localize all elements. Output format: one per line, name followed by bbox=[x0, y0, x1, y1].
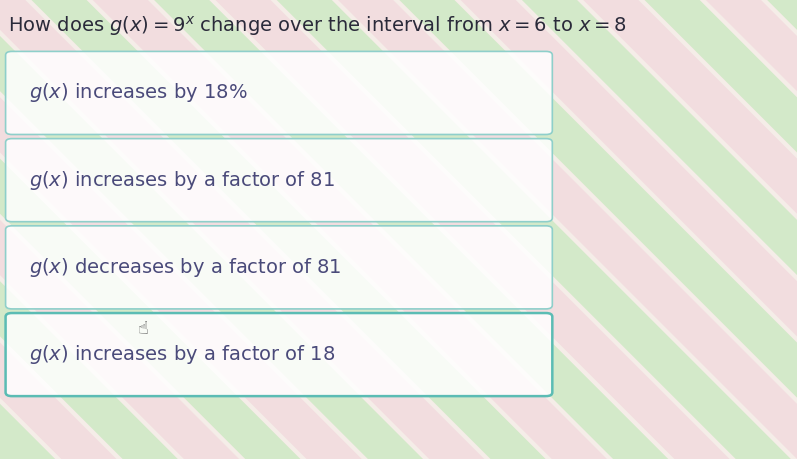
Polygon shape bbox=[0, 0, 423, 459]
Polygon shape bbox=[0, 0, 300, 459]
Polygon shape bbox=[0, 0, 485, 459]
Text: ☝: ☝ bbox=[138, 320, 149, 338]
Polygon shape bbox=[0, 0, 55, 459]
Polygon shape bbox=[154, 0, 668, 459]
Polygon shape bbox=[0, 0, 239, 459]
Polygon shape bbox=[338, 0, 797, 459]
Polygon shape bbox=[92, 0, 607, 459]
Polygon shape bbox=[0, 0, 116, 459]
Polygon shape bbox=[0, 0, 178, 459]
Polygon shape bbox=[277, 0, 791, 459]
FancyBboxPatch shape bbox=[6, 313, 552, 396]
FancyBboxPatch shape bbox=[6, 139, 552, 222]
Polygon shape bbox=[31, 0, 546, 459]
Text: $g(x)$ increases by a factor of 18: $g(x)$ increases by a factor of 18 bbox=[29, 343, 336, 366]
Polygon shape bbox=[399, 0, 797, 459]
Text: $g(x)$ increases by a factor of 81: $g(x)$ increases by a factor of 81 bbox=[29, 168, 336, 192]
FancyBboxPatch shape bbox=[6, 226, 552, 309]
Polygon shape bbox=[461, 0, 797, 459]
Polygon shape bbox=[215, 0, 729, 459]
Polygon shape bbox=[768, 0, 797, 459]
Polygon shape bbox=[706, 0, 797, 459]
Text: $g(x)$ increases by 18%: $g(x)$ increases by 18% bbox=[29, 81, 248, 105]
Text: How does $g(x) = 9^x$ change over the interval from $x = 6$ to $x = 8$: How does $g(x) = 9^x$ change over the in… bbox=[8, 14, 626, 38]
Polygon shape bbox=[645, 0, 797, 459]
Polygon shape bbox=[0, 0, 362, 459]
Polygon shape bbox=[583, 0, 797, 459]
Text: $g(x)$ decreases by a factor of 81: $g(x)$ decreases by a factor of 81 bbox=[29, 256, 342, 279]
Polygon shape bbox=[522, 0, 797, 459]
FancyBboxPatch shape bbox=[6, 51, 552, 134]
